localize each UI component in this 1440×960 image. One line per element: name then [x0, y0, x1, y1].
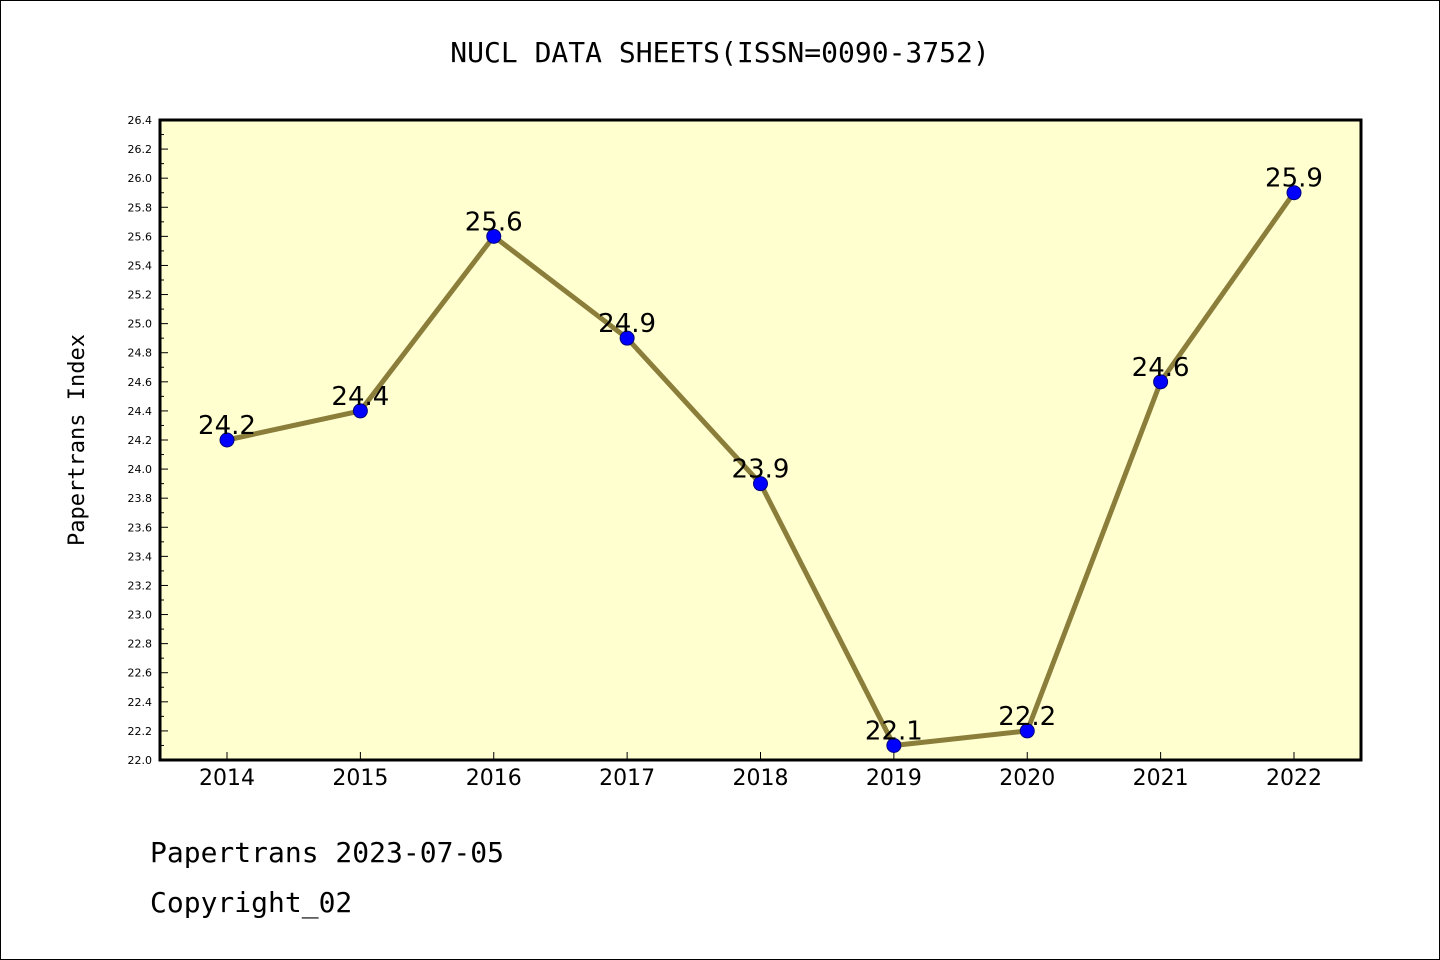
y-tick-label: 23.8 [128, 492, 153, 505]
data-point-marker [1019, 723, 1035, 739]
y-tick-label: 24.4 [128, 405, 153, 418]
data-label: 23.9 [732, 455, 790, 485]
y-tick-label: 22.4 [128, 696, 153, 709]
footer-date: Papertrans 2023-07-05 [150, 836, 505, 869]
data-point-marker [352, 403, 368, 419]
chart-title: NUCL DATA SHEETS(ISSN=0090-3752) [450, 36, 990, 69]
x-tick-label: 2021 [1133, 766, 1189, 791]
y-tick-label: 26.2 [128, 143, 153, 156]
y-tick-label: 24.6 [128, 376, 153, 389]
y-tick-label: 24.0 [128, 463, 153, 476]
footer-copyright: Copyright_02 [150, 886, 353, 919]
data-point-marker [619, 330, 635, 346]
y-tick-label: 25.4 [128, 259, 153, 272]
y-tick-label: 24.8 [128, 347, 153, 360]
y-axis-label: Papertrans Index [65, 334, 90, 546]
x-axis: 2014 2015 2016 2017 2018 2019 2020 2021 2022 [199, 752, 1322, 791]
x-tick-label: 2017 [599, 766, 655, 791]
y-tick-label: 25.0 [128, 318, 153, 331]
y-tick-label: 22.0 [128, 754, 153, 767]
y-tick-label: 26.0 [128, 172, 153, 185]
y-tick-label: 25.2 [128, 289, 153, 302]
x-tick-label: 2015 [332, 766, 388, 791]
y-tick-label: 22.2 [128, 725, 153, 738]
data-labels-group: 24.2 24.4 25.6 24.9 23.9 22.1 22.2 24.6 25.9 [198, 164, 1323, 747]
x-tick-label: 2014 [199, 766, 255, 791]
y-tick-label: 25.8 [128, 201, 153, 214]
y-axis: 22.0 22.2 22.4 22.6 22.8 23.0 23.2 23.4 23.6 23.8… [128, 114, 168, 767]
data-label: 24.9 [598, 309, 656, 339]
x-tick-label: 2022 [1266, 766, 1322, 791]
x-tick-label: 2019 [866, 766, 922, 791]
data-label: 22.2 [998, 702, 1056, 732]
data-label: 24.2 [198, 411, 256, 441]
y-tick-label: 25.6 [128, 230, 153, 243]
plot-border [158, 118, 1363, 762]
y-tick-label: 23.4 [128, 550, 153, 563]
markers-group [219, 185, 1302, 753]
x-tick-label: 2020 [999, 766, 1055, 791]
data-point-marker [886, 737, 902, 753]
data-label: 24.4 [331, 382, 389, 412]
y-tick-label: 24.2 [128, 434, 153, 447]
data-point-marker [1286, 185, 1302, 201]
y-tick-label: 23.2 [128, 579, 153, 592]
data-point-marker [753, 476, 768, 492]
data-label: 22.1 [865, 716, 923, 746]
y-tick-label: 23.0 [128, 609, 153, 622]
x-tick-label: 2018 [733, 766, 789, 791]
data-point-marker [486, 228, 502, 244]
data-label: 25.6 [465, 207, 523, 237]
y-tick-label: 23.6 [128, 521, 153, 534]
data-point-marker [1153, 374, 1169, 390]
data-label: 25.9 [1265, 164, 1323, 194]
y-tick-label: 22.6 [128, 667, 153, 680]
y-tick-label: 22.8 [128, 638, 153, 651]
data-point-marker [219, 432, 235, 448]
plot-area [160, 120, 1361, 760]
x-tick-label: 2016 [466, 766, 522, 791]
data-label: 24.6 [1132, 353, 1190, 383]
y-tick-label: 26.4 [128, 114, 153, 127]
